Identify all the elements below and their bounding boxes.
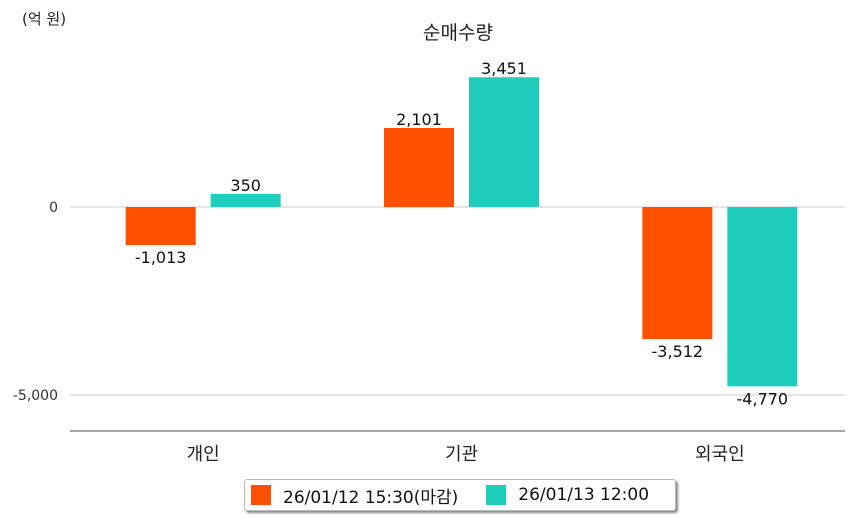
data-label: -3,512 — [652, 342, 704, 361]
data-label: 3,451 — [481, 59, 527, 78]
bar — [642, 207, 713, 340]
legend-swatch-1 — [486, 485, 507, 505]
x-tick-label: 개인 — [187, 444, 220, 465]
data-label: 350 — [230, 176, 261, 195]
chart-title: 순매수량 — [423, 22, 493, 44]
legend: 26/01/12 15:30(마감) 26/01/13 12:00 — [244, 479, 676, 511]
y-tick-label: -5,000 — [13, 388, 58, 404]
bar — [125, 207, 196, 246]
data-label: -1,013 — [135, 248, 187, 267]
data-label: 2,101 — [396, 110, 442, 129]
legend-label-0: 26/01/12 15:30(마감) — [283, 487, 459, 508]
y-tick-label: 0 — [49, 200, 58, 216]
legend-swatch-0 — [251, 485, 271, 505]
unit-label: (억 원) — [22, 10, 67, 28]
bar — [384, 128, 454, 207]
bar — [210, 193, 281, 207]
data-label: -4,770 — [737, 389, 789, 408]
x-tick-label: 기관 — [445, 444, 478, 465]
bar — [727, 207, 798, 387]
x-tick-label: 외국인 — [695, 444, 745, 465]
legend-item-0[interactable]: 26/01/12 15:30(마감) — [245, 483, 458, 508]
legend-item-1[interactable]: 26/01/13 12:00 — [480, 485, 649, 505]
legend-label-1: 26/01/13 12:00 — [518, 485, 650, 505]
bar — [469, 77, 539, 207]
